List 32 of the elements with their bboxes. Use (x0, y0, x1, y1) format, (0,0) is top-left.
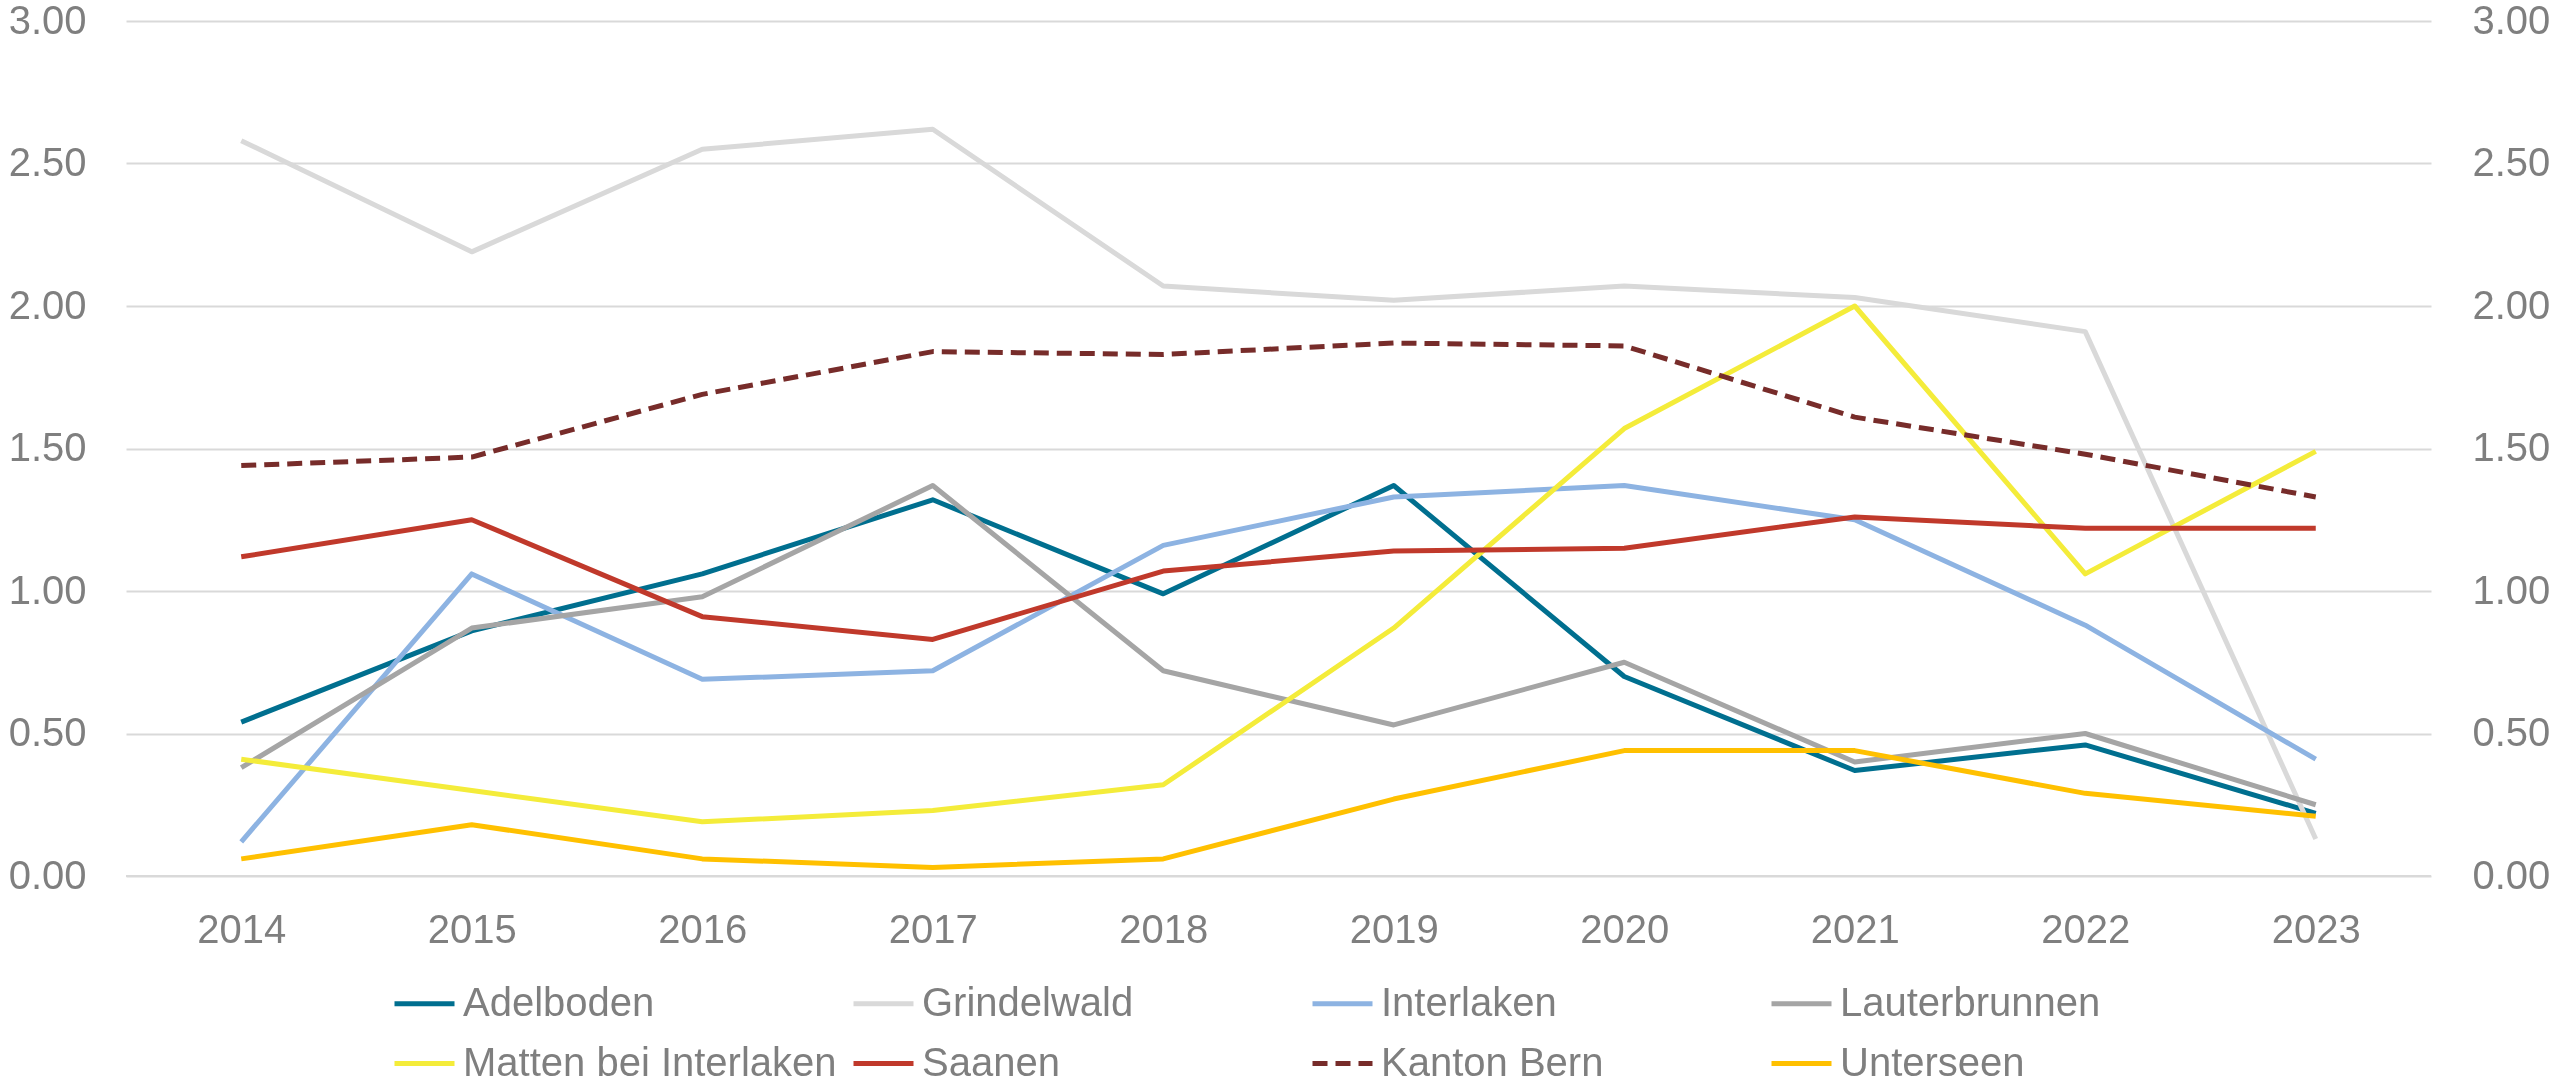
y2-tick-label: 2.00 (2472, 282, 2551, 327)
legend-label: Matten bei Interlaken (463, 1039, 837, 1084)
legend-label: Grindelwald (922, 979, 1134, 1024)
x-tick-label: 2018 (1119, 906, 1209, 951)
x-tick-label: 2020 (1580, 906, 1670, 951)
legend-label: Lauterbrunnen (1840, 979, 2101, 1024)
y2-tick-label: 0.00 (2472, 852, 2551, 897)
x-tick-label: 2016 (658, 906, 748, 951)
y-tick-label: 1.50 (8, 425, 87, 469)
x-tick-label: 2014 (197, 906, 287, 951)
y-tick-label: 2.00 (8, 282, 87, 327)
y-tick-label: 0.00 (8, 852, 87, 897)
x-tick-label: 2022 (2041, 906, 2131, 951)
legend-label: Kanton Bern (1381, 1039, 1604, 1084)
y-tick-label: 0.50 (8, 710, 87, 754)
y-tick-label: 3.00 (8, 0, 87, 42)
legend-label: Unterseen (1840, 1039, 2025, 1084)
legend-label: Adelboden (463, 979, 655, 1024)
y2-tick-label: 2.50 (2472, 140, 2551, 184)
y2-tick-label: 1.50 (2472, 425, 2551, 469)
x-tick-label: 2019 (1349, 906, 1439, 951)
x-tick-label: 2023 (2271, 906, 2361, 951)
legend-label: Saanen (922, 1039, 1060, 1084)
legend-label: Interlaken (1381, 979, 1557, 1024)
y2-tick-label: 0.50 (2472, 710, 2551, 754)
y-tick-label: 2.50 (8, 140, 87, 184)
y-tick-label: 1.00 (8, 567, 87, 612)
x-tick-label: 2021 (1810, 906, 1900, 951)
x-tick-label: 2017 (888, 906, 978, 951)
x-tick-label: 2015 (427, 906, 517, 951)
y2-tick-label: 3.00 (2472, 0, 2551, 42)
y2-tick-label: 1.00 (2472, 567, 2551, 612)
